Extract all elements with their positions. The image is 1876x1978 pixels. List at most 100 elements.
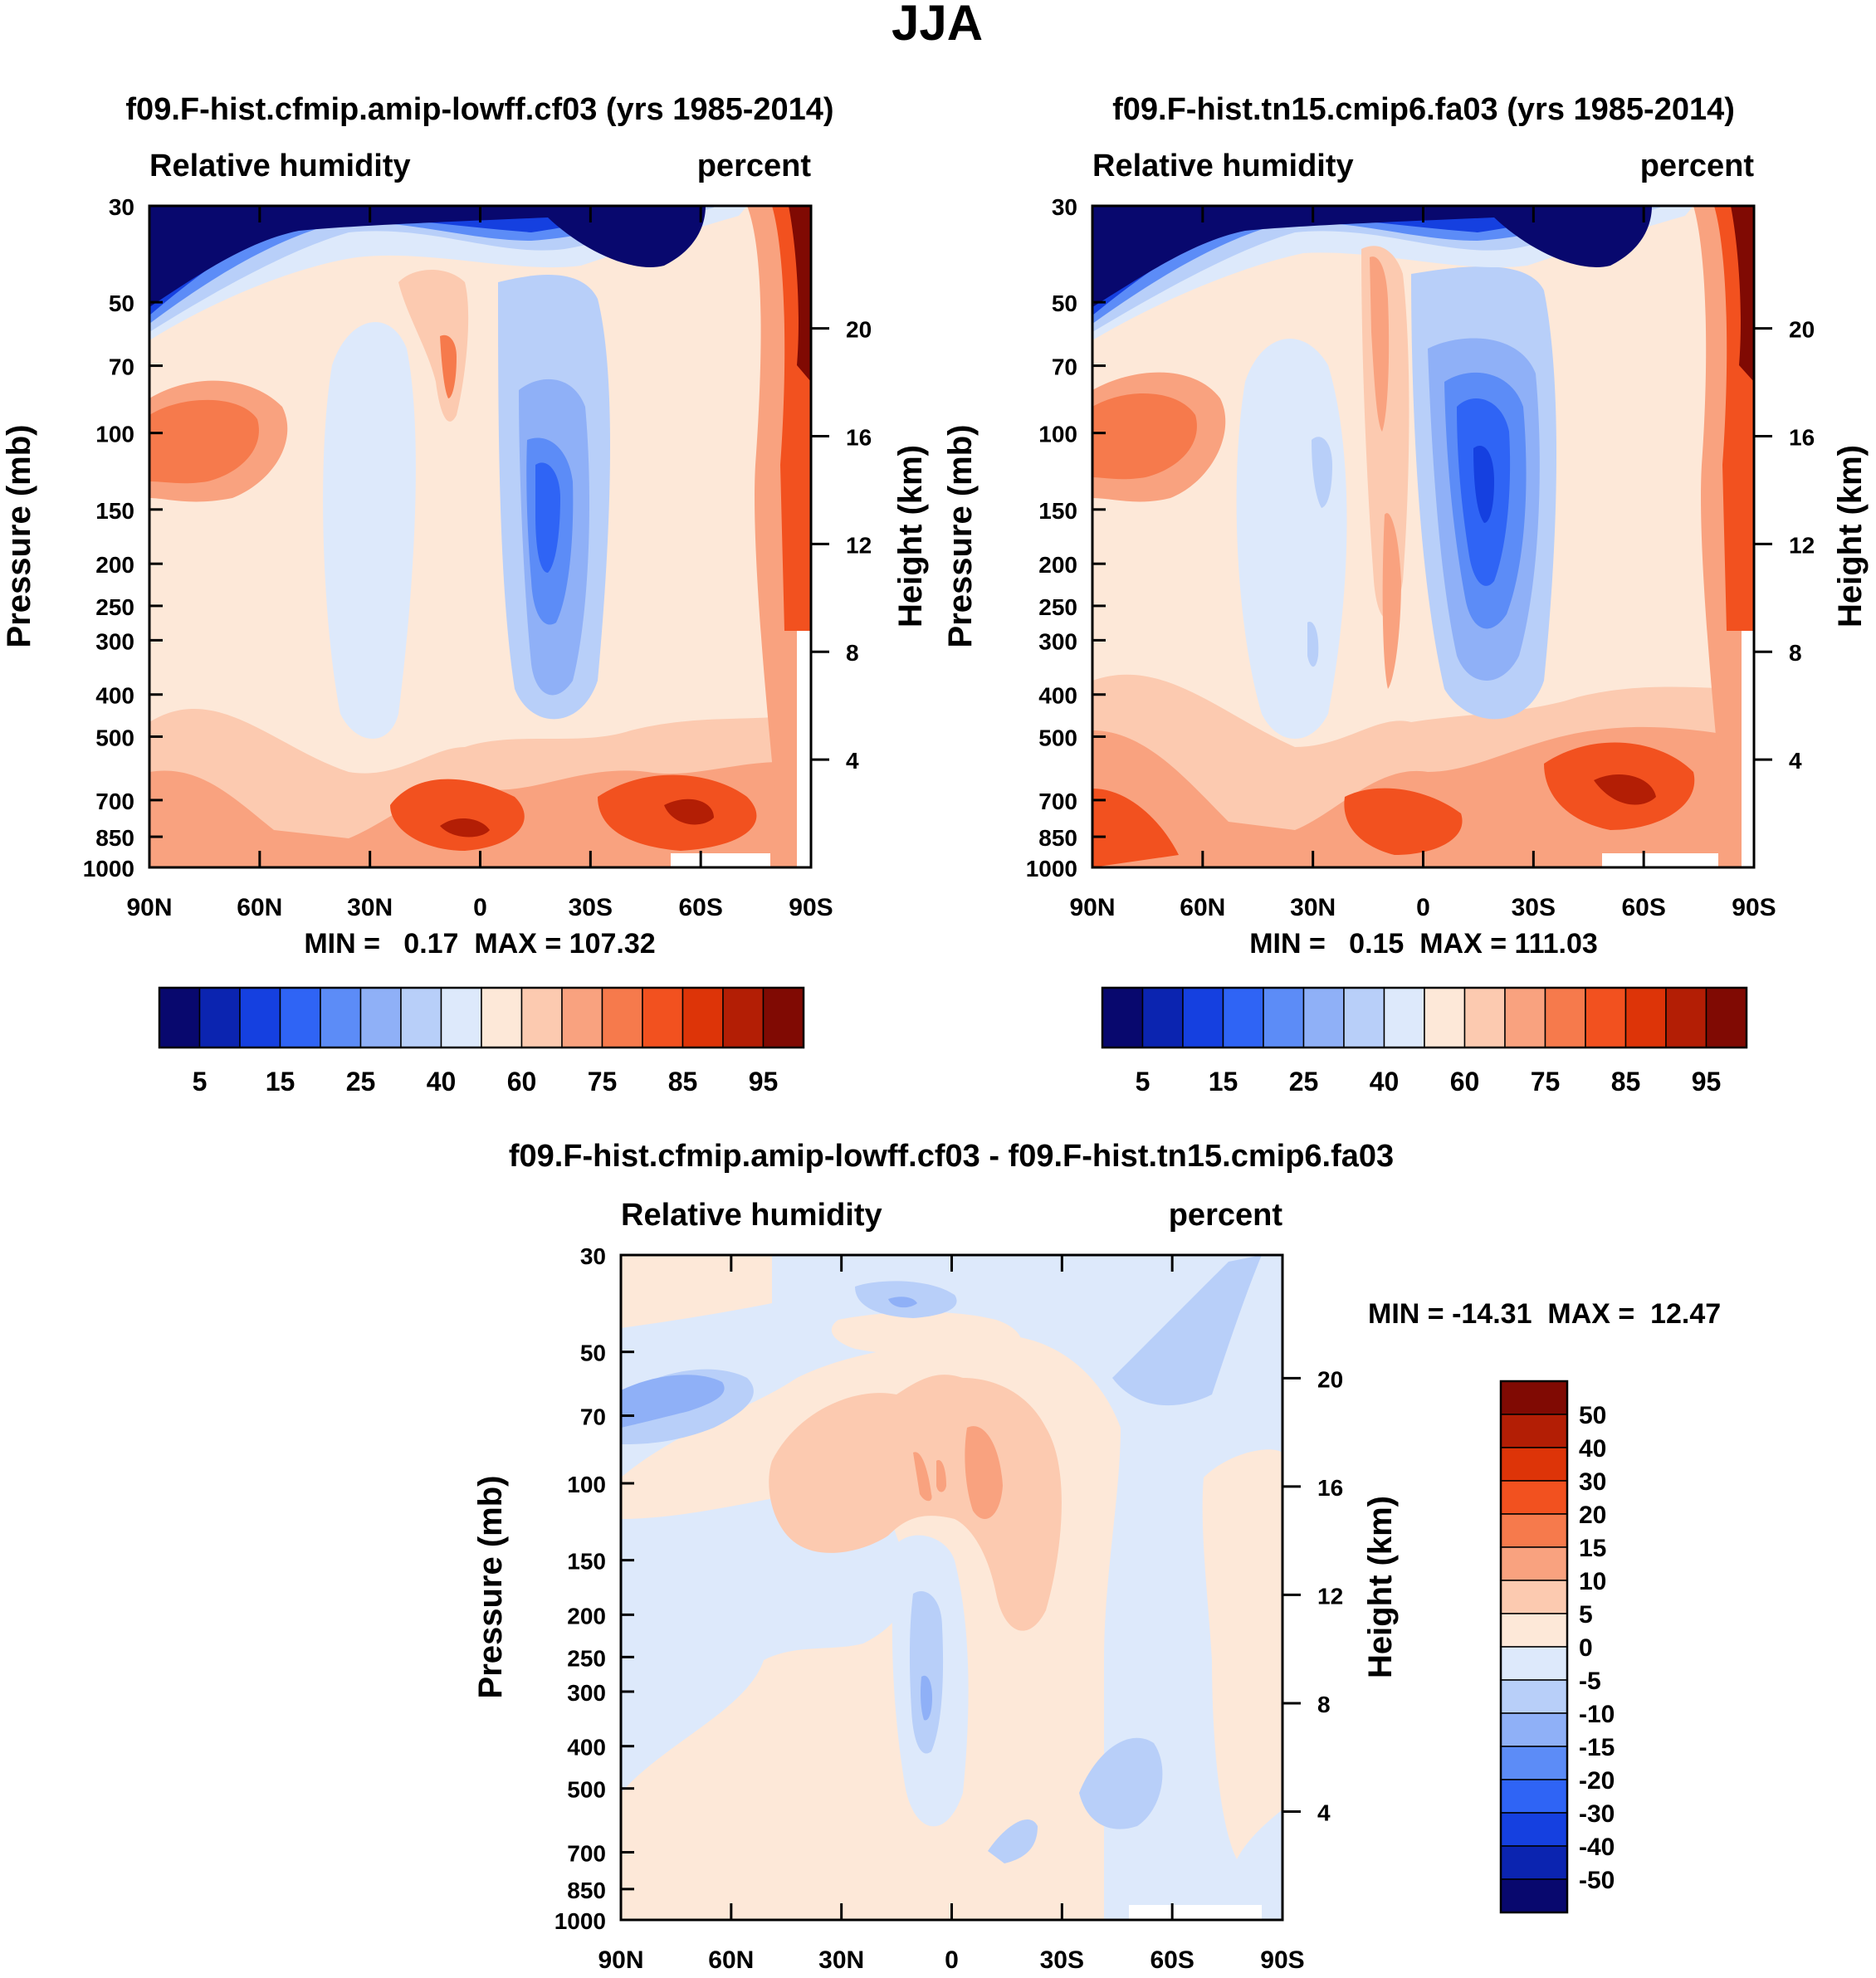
panel-c-colorbar-swatch-0 (1500, 1380, 1568, 1415)
panel-b-ytick-label-9: 500 (1038, 725, 1077, 750)
panel-b-xtick-label-5: 60S (1621, 894, 1665, 921)
panel-b-title: f09.F-hist.tn15.cmip6.fa03 (yrs 1985-201… (1112, 92, 1735, 127)
panel-c-ytick-label-5: 200 (567, 1603, 606, 1629)
panel-a-colorbar: 5 15 25 40 60 75 85 95 (158, 986, 805, 1096)
panel-c-colorbar-swatch-8 (1500, 1646, 1568, 1681)
panel-b-colorbar-swatch-15 (1705, 987, 1747, 1048)
figure-title: JJA (892, 0, 983, 51)
panel-b-colorbar-swatch-11 (1544, 987, 1586, 1048)
panel-b-htick-label-3: 8 (1789, 640, 1802, 666)
panel-a-colorbar-label-5: 75 (588, 1067, 618, 1096)
panel-b-htick-label-0: 20 (1789, 317, 1815, 343)
panel-c-ytick-label-3: 100 (567, 1472, 606, 1497)
panel-b-contour-polar-3 (1731, 206, 1754, 382)
panel-b-colorbar-swatch-7 (1383, 987, 1425, 1048)
panel-b-colorbar-swatch-3 (1222, 987, 1264, 1048)
panel-c-htick-label-3: 8 (1317, 1692, 1331, 1717)
panel-c-colorbar-label-6: 5 (1579, 1601, 1593, 1629)
panel-a-colorbar-swatch-5 (359, 987, 402, 1048)
panel-c-ytick-label-8: 400 (567, 1735, 606, 1761)
panel-b-contour-nh-subtropics (1236, 338, 1347, 739)
panel-b-colorbar-label-7: 95 (1692, 1067, 1722, 1096)
panel-c-colorbar-swatch-6 (1500, 1580, 1568, 1614)
panel-b-missing-data (1602, 853, 1718, 867)
panel-b-contour-strat-5 (1092, 206, 1652, 307)
panel-b-ytick-label-10: 700 (1038, 789, 1077, 814)
panel-c-ytick-label-6: 250 (567, 1645, 606, 1671)
panel-a-contour-sh-subtropics-4 (535, 462, 560, 573)
panel-a-ytick-label-1: 50 (109, 291, 134, 316)
panel-c-contour-negative-core-2 (909, 1590, 944, 1754)
panel-a-field (149, 206, 811, 867)
panel-b-colorbar-label-2: 25 (1289, 1067, 1319, 1096)
panel-a-htick-label-3: 8 (846, 640, 859, 666)
panel-a-colorbar-frame (158, 986, 805, 1049)
panel-a-xtick-label-0: 90N (126, 894, 172, 921)
panel-a-title: f09.F-hist.cfmip.amip-lowff.cf03 (yrs 19… (125, 92, 833, 127)
panel-c-colorbar-label-10: -15 (1579, 1734, 1615, 1761)
panel-b-colorbar-swatch-4 (1263, 987, 1305, 1048)
panel-c-ytick-label-10: 700 (567, 1841, 606, 1867)
panel-c-ytick-label-4: 150 (567, 1549, 606, 1575)
panel-a-colorbar-label-7: 95 (749, 1067, 779, 1096)
panel-c-colorbar-label-7: 0 (1579, 1634, 1593, 1662)
panel-a-colorbar-swatch-7 (440, 987, 482, 1048)
panel-a-missing-data (671, 853, 770, 867)
panel-a-xtick-label-1: 60N (237, 894, 282, 921)
panel-a-colorbar-label-1: 15 (266, 1067, 296, 1096)
panel-b-colorbar-swatch-9 (1463, 987, 1506, 1048)
panel-c-xtick-label-3: 0 (945, 1946, 959, 1974)
panel-b-axes: 90N 60N 30N 0 30S 60S 90S 30 50 70 100 150 200 250 300… (1026, 194, 1815, 921)
panel-a-contour-boundary-layer-4 (440, 799, 714, 838)
panel-c-contour-positive-4 (1202, 1449, 1282, 1859)
panel-c-colorbar-label-9: -10 (1579, 1701, 1615, 1728)
panel-c-contour-upper-positive-2 (913, 1426, 1003, 1519)
panel-c-colorbar-swatch-11 (1500, 1746, 1568, 1780)
panel-c-axes: 90N 60N 30N 0 30S 60S 90S 30 50 70 100 150 200 250 300… (554, 1243, 1343, 1974)
panel-c-ytick-label-12: 1000 (554, 1908, 606, 1934)
panel-b-colorbar-swatch-8 (1424, 987, 1466, 1048)
panel-c-colorbar-label-11: -20 (1579, 1767, 1615, 1795)
panel-a-ytick-label-10: 700 (95, 789, 134, 814)
panel-a-contour-strat-3 (149, 206, 697, 324)
panel-a-colorbar-label-3: 40 (427, 1067, 457, 1096)
panel-c-missing-data (1129, 1905, 1262, 1920)
panel-b-htick-label-2: 12 (1789, 532, 1815, 558)
panel-a-htick-label-2: 12 (846, 532, 872, 558)
panel-b-ytick-label-7: 300 (1038, 628, 1077, 654)
panel-a-ytick-label-11: 850 (95, 825, 134, 851)
panel-b-htick-label-4: 4 (1789, 748, 1802, 774)
panel-a-ytick-label-2: 70 (109, 354, 134, 380)
panel-a-colorbar-swatch-15 (762, 987, 804, 1048)
panel-b-colorbar-label-4: 60 (1450, 1067, 1480, 1096)
panel-b-ytick-label-4: 150 (1038, 498, 1077, 524)
panel-a-ylabel: Pressure (mb) (1, 425, 37, 648)
panel-b: f09.F-hist.tn15.cmip6.fa03 (yrs 1985-201… (942, 92, 1869, 1096)
panel-a-colorbar-swatch-2 (239, 987, 281, 1048)
panel-a-contour-tropical-tower-2 (440, 335, 457, 398)
panel-c-contour-neg-polar (1112, 1255, 1262, 1406)
panel-c-xtick-label-0: 90N (598, 1946, 643, 1974)
panel-c-colorbar-swatch-14 (1500, 1845, 1568, 1880)
panel-a-colorbar-swatch-8 (481, 987, 523, 1048)
panel-a-axes: 90N 60N 30N 0 30S 60S 90S 30 50 70 100 150 200 250 300… (83, 194, 872, 921)
panel-b-xtick-label-3: 0 (1416, 894, 1430, 921)
panel-a-colorbar-swatch-14 (722, 987, 765, 1048)
panel-b-colorbar-label-3: 40 (1370, 1067, 1400, 1096)
panel-c-colorbar-label-2: 30 (1579, 1468, 1606, 1496)
panel-b-contour-nh-mid-2 (1092, 393, 1197, 480)
panel-c-contour-neg-upper-2 (888, 1297, 917, 1308)
panel-c-colorbar-swatch-2 (1500, 1447, 1568, 1482)
panel-c-contour-positive-3 (831, 1311, 1022, 1356)
panel-c-contour-positive-1 (621, 1255, 772, 1328)
panel-b-htick-label-1: 16 (1789, 424, 1815, 450)
panel-b-ytick-label-2: 70 (1052, 354, 1077, 380)
panel-a-contour-polar-3 (789, 206, 811, 382)
panel-a-units: percent (697, 149, 812, 183)
panel-c-contour-neg-low-1 (1079, 1737, 1163, 1829)
panel-a-ytick-label-8: 400 (95, 683, 134, 709)
panel-c-colorbar-swatch-1 (1500, 1414, 1568, 1448)
panel-b-units: percent (1640, 149, 1755, 183)
